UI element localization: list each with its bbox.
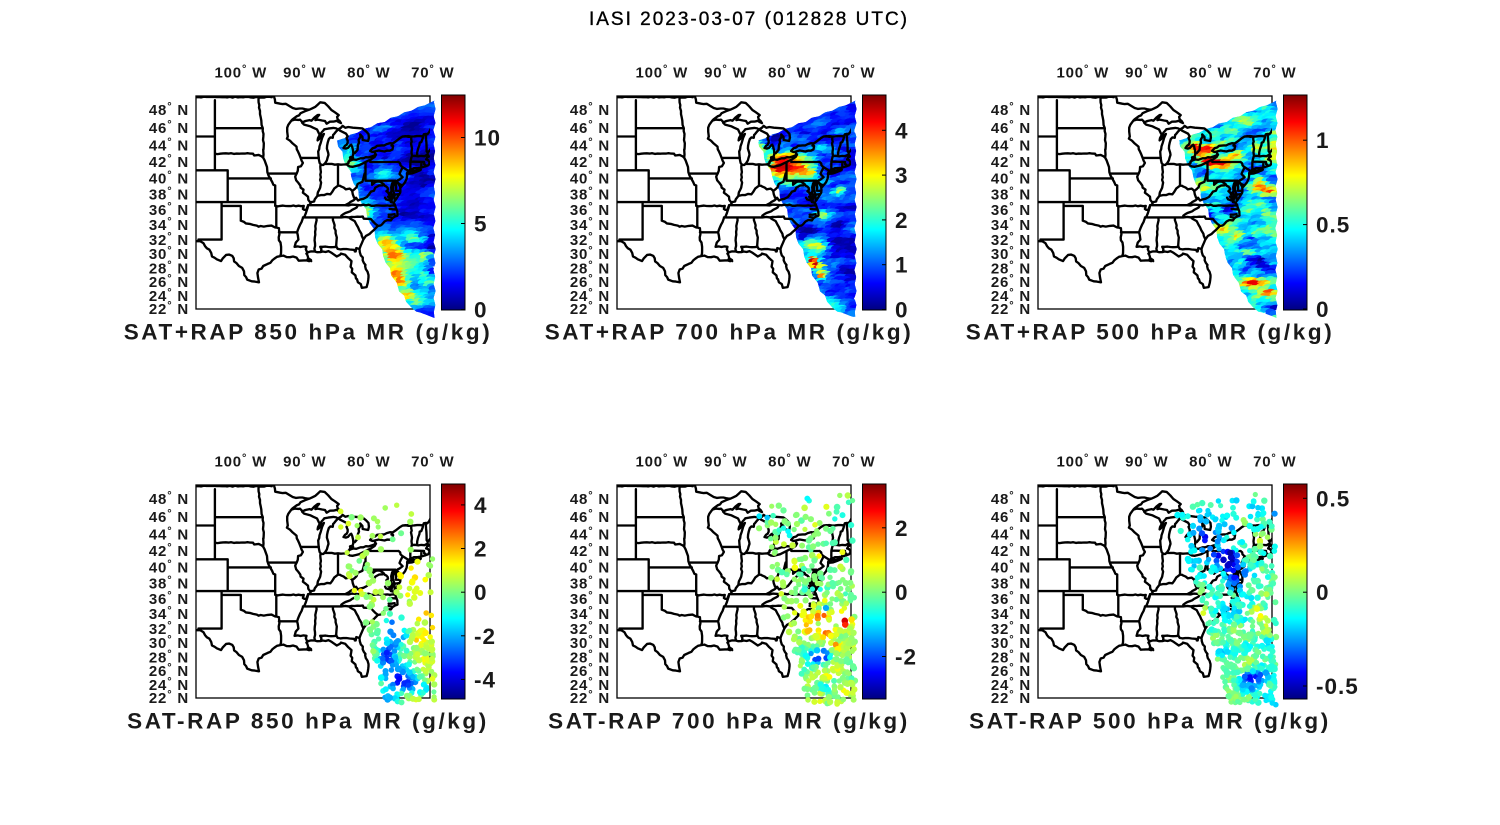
svg-text:0: 0 bbox=[1316, 297, 1330, 322]
svg-text:2: 2 bbox=[895, 516, 909, 541]
svg-text:0.5: 0.5 bbox=[1316, 213, 1350, 238]
svg-text:4: 4 bbox=[474, 493, 488, 518]
svg-text:SAT-RAP 850 hPa MR (g/kg): SAT-RAP 850 hPa MR (g/kg) bbox=[127, 709, 489, 734]
svg-text:IASI 2023-03-07 (012828 UTC): IASI 2023-03-07 (012828 UTC) bbox=[589, 9, 909, 30]
svg-text:2: 2 bbox=[474, 537, 488, 562]
svg-text:10: 10 bbox=[474, 126, 501, 151]
svg-text:0: 0 bbox=[474, 298, 488, 323]
svg-text:0: 0 bbox=[1316, 580, 1330, 605]
svg-text:-4: -4 bbox=[474, 667, 496, 692]
svg-text:SAT+RAP 700 hPa MR (g/kg): SAT+RAP 700 hPa MR (g/kg) bbox=[545, 320, 914, 345]
svg-text:0: 0 bbox=[895, 580, 909, 605]
svg-text:SAT-RAP 700 hPa MR (g/kg): SAT-RAP 700 hPa MR (g/kg) bbox=[548, 709, 910, 734]
svg-text:SAT+RAP 850 hPa MR (g/kg): SAT+RAP 850 hPa MR (g/kg) bbox=[124, 320, 493, 345]
svg-text:-2: -2 bbox=[895, 645, 917, 670]
svg-text:-2: -2 bbox=[474, 624, 496, 649]
svg-text:0.5: 0.5 bbox=[1316, 486, 1350, 511]
svg-text:1: 1 bbox=[1316, 128, 1330, 153]
svg-text:2: 2 bbox=[895, 208, 909, 233]
svg-text:SAT-RAP 500 hPa MR (g/kg): SAT-RAP 500 hPa MR (g/kg) bbox=[969, 709, 1331, 734]
svg-text:-0.5: -0.5 bbox=[1316, 674, 1359, 699]
svg-text:3: 3 bbox=[895, 163, 909, 188]
svg-text:SAT+RAP 500 hPa MR (g/kg): SAT+RAP 500 hPa MR (g/kg) bbox=[966, 320, 1335, 345]
svg-text:1: 1 bbox=[895, 253, 909, 278]
svg-text:5: 5 bbox=[474, 212, 488, 237]
svg-text:4: 4 bbox=[895, 118, 909, 143]
svg-text:0: 0 bbox=[474, 580, 488, 605]
